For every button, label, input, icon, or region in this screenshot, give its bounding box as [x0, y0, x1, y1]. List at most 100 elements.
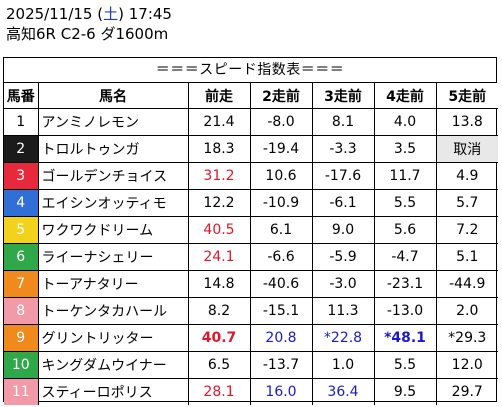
speed-index-cell: 2.0: [435, 297, 498, 325]
speed-index-cell: 4.0: [373, 108, 437, 136]
column-header: 5走前: [435, 83, 498, 109]
speed-index-cell: -15.1: [249, 297, 313, 325]
horse-name-cell: スティーロポリス: [37, 378, 189, 405]
table-row: 11 スティーロポリス 28.1 16.0 36.4 9.5 29.7: [4, 378, 498, 405]
speed-index-cell: -19.4: [249, 135, 313, 163]
speed-index-cell: -13.0: [373, 297, 437, 325]
column-header: 馬名: [37, 83, 189, 109]
speed-index-cell: *29.3: [435, 324, 498, 352]
speed-index-cell: 5.1: [435, 243, 498, 271]
horse-number-cell: 10: [4, 351, 39, 379]
speed-index-cell: 20.8: [249, 324, 313, 352]
horse-name-cell: ワクワクドリーム: [37, 216, 189, 244]
speed-index-cell: 13.8: [435, 108, 498, 136]
race-time: 17:45: [128, 5, 172, 23]
race-datetime: 2025/11/15 (土) 17:45: [6, 5, 172, 23]
speed-index-cell: 21.4: [187, 108, 251, 136]
horse-number-cell: 3: [4, 162, 39, 190]
race-day-of-week: 土: [103, 5, 119, 23]
speed-index-cell: -44.9: [435, 270, 498, 298]
speed-index-cell: 36.4: [311, 378, 375, 405]
horse-name-cell: キングダムウイナー: [37, 351, 189, 379]
speed-index-cell: *22.8: [311, 324, 375, 352]
horse-number-cell: 9: [4, 324, 39, 352]
speed-index-cell: 1.0: [311, 351, 375, 379]
speed-index-cell: 5.5: [373, 189, 437, 217]
column-header: 4走前: [373, 83, 437, 109]
table-row: 4 エイシンオッティモ 12.2 -10.9 -6.1 5.5 5.7: [4, 189, 498, 217]
horse-name-cell: トーケンタカハール: [37, 297, 189, 325]
table-row: 7 トーアナタリー 14.8 -40.6 -3.0 -23.1 -44.9: [4, 270, 498, 298]
horse-number-cell: 5: [4, 216, 39, 244]
horse-name-cell: エイシンオッティモ: [37, 189, 189, 217]
speed-index-cell: 12.0: [435, 351, 498, 379]
speed-index-cell: 9.0: [311, 216, 375, 244]
horse-number-cell: 4: [4, 189, 39, 217]
table-row: 10 キングダムウイナー 6.5 -13.7 1.0 5.5 12.0: [4, 351, 498, 379]
speed-index-cell: -4.7: [373, 243, 437, 271]
speed-index-cell: 28.1: [187, 378, 251, 405]
horse-number-cell: 8: [4, 297, 39, 325]
speed-index-cell: 31.2: [187, 162, 251, 190]
horse-name-cell: トロルトゥンガ: [37, 135, 189, 163]
speed-index-cell: 4.9: [435, 162, 498, 190]
table-body: 1 アンミノレモン 21.4 -8.0 8.1 4.0 13.8 2 トロルトゥンガ 18.3 -1…: [4, 108, 498, 405]
speed-index-cell: 18.3: [187, 135, 251, 163]
speed-index-cell: 10.6: [249, 162, 313, 190]
column-header: 前走: [187, 83, 251, 109]
speed-index-cell: -13.7: [249, 351, 313, 379]
speed-index-cell: -10.9: [249, 189, 313, 217]
speed-index-cell: *48.1: [373, 324, 437, 352]
column-header: 2走前: [249, 83, 313, 109]
race-header: 2025/11/15 (土) 17:45 高知6R C2-6 ダ1600m: [6, 4, 172, 44]
table-row: 6 ライーナシェリー 24.1 -6.6 -5.9 -4.7 5.1: [4, 243, 498, 271]
speed-index-cell: 40.5: [187, 216, 251, 244]
horse-name-cell: ライーナシェリー: [37, 243, 189, 271]
speed-index-cell: 5.5: [373, 351, 437, 379]
horse-number-cell: 6: [4, 243, 39, 271]
table-header-row: 馬番 馬名 前走 2走前 3走前 4走前 5走前: [4, 83, 498, 109]
table-row: 1 アンミノレモン 21.4 -8.0 8.1 4.0 13.8: [4, 108, 498, 136]
speed-index-cell: 3.5: [373, 135, 437, 163]
speed-index-cell: 11.3: [311, 297, 375, 325]
table-row: 9 グリントリッター 40.7 20.8 *22.8 *48.1 *29.3: [4, 324, 498, 352]
horse-name-cell: グリントリッター: [37, 324, 189, 352]
speed-index-cell: 8.2: [187, 297, 251, 325]
speed-index-cell: 24.1: [187, 243, 251, 271]
speed-index-cell: 9.5: [373, 378, 437, 405]
speed-index-cell: 5.6: [373, 216, 437, 244]
table-row: 5 ワクワクドリーム 40.5 6.1 9.0 5.6 7.2: [4, 216, 498, 244]
speed-index-table: 馬番 馬名 前走 2走前 3走前 4走前 5走前 1 アンミノレモン 21.4 -8.…: [4, 83, 498, 405]
speed-index-cell: 6.1: [249, 216, 313, 244]
speed-index-cell: -6.1: [311, 189, 375, 217]
speed-index-cell: 14.8: [187, 270, 251, 298]
speed-index-cell: 6.5: [187, 351, 251, 379]
speed-index-cell: 29.7: [435, 378, 498, 405]
horse-number-cell: 11: [4, 378, 39, 405]
speed-index-cell: 40.7: [187, 324, 251, 352]
table-row: 2 トロルトゥンガ 18.3 -19.4 -3.3 3.5 取消: [4, 135, 498, 163]
speed-index-table-frame: ＝＝＝スピード指数表＝＝＝ 馬番 馬名 前走 2走前 3走前 4走前 5走前 1…: [3, 57, 498, 405]
column-header: 馬番: [4, 83, 39, 109]
speed-index-cell: -17.6: [311, 162, 375, 190]
horse-number-cell: 2: [4, 135, 39, 163]
table-row: 8 トーケンタカハール 8.2 -15.1 11.3 -13.0 2.0: [4, 297, 498, 325]
horse-name-cell: トーアナタリー: [37, 270, 189, 298]
speed-index-cell: -3.3: [311, 135, 375, 163]
speed-index-cell: -23.1: [373, 270, 437, 298]
speed-index-cell: -5.9: [311, 243, 375, 271]
horse-number-cell: 7: [4, 270, 39, 298]
race-date: 2025/11/15: [6, 5, 93, 23]
table-title: ＝＝＝スピード指数表＝＝＝: [4, 58, 496, 83]
speed-index-cell: -40.6: [249, 270, 313, 298]
speed-index-cell: 12.2: [187, 189, 251, 217]
speed-index-cell: 8.1: [311, 108, 375, 136]
column-header: 3走前: [311, 83, 375, 109]
speed-index-cell: 7.2: [435, 216, 498, 244]
speed-index-cell: 取消: [435, 135, 498, 163]
horse-name-cell: アンミノレモン: [37, 108, 189, 136]
speed-index-cell: 11.7: [373, 162, 437, 190]
race-info: 高知6R C2-6 ダ1600m: [6, 25, 169, 43]
speed-index-cell: -3.0: [311, 270, 375, 298]
speed-index-cell: 16.0: [249, 378, 313, 405]
